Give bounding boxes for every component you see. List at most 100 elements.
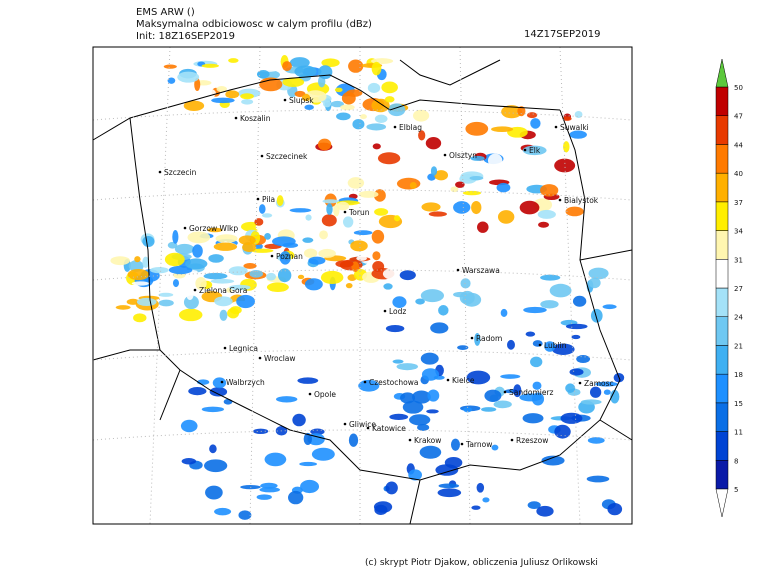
colorbar-band — [715, 144, 729, 174]
city-label: Sandomierz — [509, 388, 554, 397]
echo — [412, 109, 430, 122]
colorbar-band — [715, 172, 729, 203]
echo — [225, 90, 240, 99]
colorbar-band — [715, 230, 729, 260]
echo — [576, 355, 591, 363]
echo — [541, 455, 565, 466]
echo — [367, 82, 381, 94]
city-dot — [456, 268, 460, 272]
echo-layer — [110, 55, 625, 520]
echo — [540, 300, 559, 309]
echo — [374, 208, 389, 216]
echo — [466, 370, 491, 385]
echo — [164, 252, 185, 267]
city-dot — [158, 170, 162, 174]
city-dot — [578, 381, 582, 385]
echo — [554, 424, 571, 439]
echo — [491, 126, 514, 133]
echo — [238, 510, 252, 520]
echo — [305, 214, 312, 221]
echo — [500, 374, 521, 379]
echo — [288, 490, 304, 505]
city-label: Opole — [314, 390, 336, 399]
echo — [443, 196, 459, 205]
echo — [377, 152, 401, 165]
colorbar-label: 31 — [734, 256, 743, 264]
echo — [474, 333, 481, 346]
echo — [260, 482, 278, 489]
city-dot — [283, 98, 287, 102]
echo — [264, 452, 287, 467]
echo — [227, 307, 240, 319]
echo — [254, 218, 264, 226]
echo — [438, 305, 449, 316]
echo — [321, 58, 340, 68]
echo — [345, 282, 353, 289]
echo — [266, 282, 289, 292]
echo — [302, 237, 314, 243]
echo — [350, 240, 368, 252]
city-dot — [538, 343, 542, 347]
echo — [421, 202, 441, 212]
echo — [527, 501, 541, 510]
echo — [538, 221, 550, 228]
echo — [382, 267, 407, 281]
echo — [330, 100, 344, 108]
echo — [519, 200, 540, 215]
echo — [142, 236, 155, 247]
echo — [402, 400, 424, 414]
echo — [409, 414, 431, 426]
init-time: Init: 18Z16SEP2019 — [136, 31, 235, 42]
city-dot — [308, 392, 312, 396]
echo — [462, 292, 482, 307]
city-label: Szczecin — [164, 168, 197, 177]
echo — [214, 507, 232, 516]
echo — [481, 407, 497, 412]
colorbar-label: 11 — [734, 429, 743, 437]
map-frame — [92, 46, 633, 525]
echo — [425, 137, 442, 150]
echo — [261, 213, 273, 218]
echo — [142, 256, 150, 268]
city-label: Gliwice — [349, 420, 376, 429]
echo — [372, 260, 385, 272]
echo — [289, 57, 310, 69]
city-dot — [256, 197, 260, 201]
colorbar-label: 15 — [734, 400, 743, 408]
echo — [204, 459, 228, 473]
city-dot — [523, 148, 527, 152]
echo — [391, 60, 406, 68]
city-dot — [183, 226, 187, 230]
city-dot — [408, 438, 412, 442]
city-label: Koszalin — [240, 114, 271, 123]
echo — [311, 447, 335, 461]
city-label: Gorzow Wlkp — [189, 224, 238, 233]
colorbar-label: 47 — [734, 113, 743, 121]
echo — [530, 118, 541, 129]
echo — [276, 396, 298, 403]
echo — [450, 186, 459, 193]
city-label: Katowice — [372, 424, 406, 433]
colorbar-band — [715, 287, 729, 317]
echo — [256, 494, 272, 500]
echo — [209, 387, 228, 397]
echo — [205, 485, 223, 500]
echo — [569, 368, 584, 376]
echo — [415, 298, 425, 305]
city-label: Krakow — [414, 436, 441, 445]
echo — [477, 221, 489, 233]
city-label: Zielona Gora — [199, 286, 247, 295]
echo — [381, 81, 398, 94]
city-label: Bialystok — [564, 196, 599, 205]
echo — [228, 266, 248, 276]
echo — [215, 234, 238, 243]
echo — [455, 181, 465, 188]
echo — [178, 308, 203, 322]
echo — [522, 413, 544, 424]
city-label: Warszawa — [462, 266, 500, 275]
city-label: Zamosc — [584, 379, 614, 388]
city-label: Legnica — [229, 344, 258, 353]
echo — [167, 77, 176, 84]
credit: (c) skrypt Piotr Djakow, obliczenia Juli… — [365, 558, 598, 568]
